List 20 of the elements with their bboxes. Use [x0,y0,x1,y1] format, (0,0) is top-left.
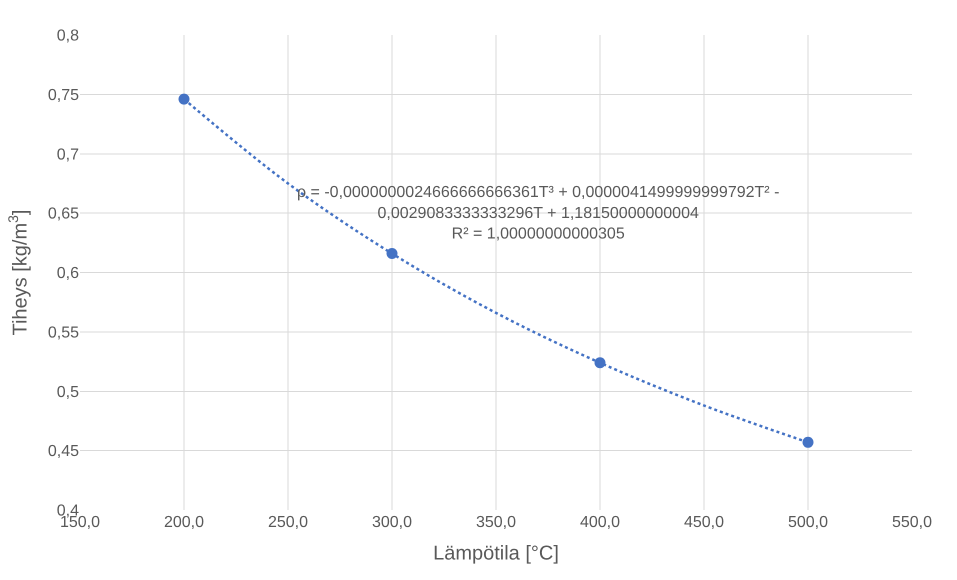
x-tick-label: 400,0 [580,514,620,531]
y-tick-label: 0,75 [48,86,80,104]
x-tick-label: 350,0 [476,514,516,531]
y-tick-label: 0,6 [56,265,80,282]
x-tick-label: 300,0 [372,514,412,531]
y-tick-label: 0,45 [48,443,80,460]
x-tick-label: 150,0 [60,514,100,531]
x-axis-title: Lämpötila [°C] [433,542,559,564]
point [178,94,190,105]
y-tick-label: 0,55 [48,324,80,342]
x-tick-label: 450,0 [684,514,724,531]
x-tick-label: 550,0 [892,514,932,531]
y-tick-label: 0,65 [48,206,80,223]
x-tick-label: 500,0 [788,514,828,531]
y-tick-label: 0,7 [56,146,80,164]
y-tick-label: 0,5 [56,384,80,401]
point [802,436,814,448]
x-tick-label: 250,0 [268,514,308,531]
y-tick-label: 0,8 [56,28,80,45]
x-tick-label: 200,0 [164,514,204,531]
